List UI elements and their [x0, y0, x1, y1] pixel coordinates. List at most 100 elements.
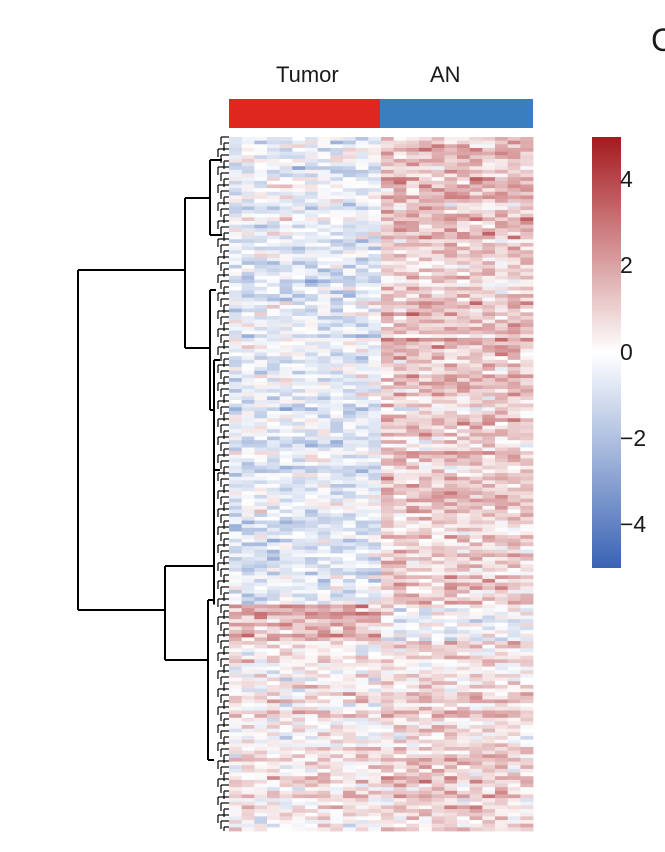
heatmap-cell [241, 652, 255, 657]
heatmap-cell [368, 429, 382, 434]
heatmap-cell [355, 655, 369, 660]
heatmap-cell [507, 221, 521, 226]
heatmap-cell [241, 527, 255, 532]
heatmap-cell [330, 257, 344, 262]
heatmap-cell [368, 367, 382, 372]
heatmap-cell [507, 484, 521, 489]
heatmap-cell [229, 546, 243, 551]
heatmap-cell [507, 776, 521, 781]
heatmap-cell [229, 140, 243, 145]
heatmap-cell [406, 750, 420, 755]
heatmap-cell [267, 399, 281, 405]
heatmap-cell [254, 721, 268, 726]
heatmap-cell [292, 283, 306, 288]
heatmap-cell [279, 721, 293, 726]
heatmap-cell [495, 410, 509, 415]
heatmap-cell [469, 480, 483, 485]
heatmap-cell [482, 396, 496, 401]
heatmap-cell [393, 546, 407, 551]
heatmap-cell [241, 611, 255, 616]
heatmap-cell [330, 195, 344, 200]
heatmap-cell [406, 630, 420, 635]
heatmap-cell [279, 765, 293, 770]
heatmap-cell [292, 714, 306, 719]
heatmap-cell [330, 684, 344, 689]
heatmap-cell [482, 250, 496, 255]
heatmap-cell [393, 659, 407, 664]
heatmap-cell [343, 341, 357, 346]
heatmap-cell [330, 662, 344, 668]
heatmap-cell [520, 494, 534, 500]
heatmap-cell [469, 538, 483, 543]
heatmap-cell [229, 177, 243, 182]
heatmap-cell [267, 188, 281, 193]
heatmap-cell [393, 699, 407, 704]
heatmap-cell [457, 334, 471, 339]
heatmap-cell [520, 670, 534, 675]
heatmap-cell [444, 648, 458, 653]
heatmap-cell [279, 527, 293, 532]
heatmap-cell [317, 725, 331, 730]
heatmap-cell [229, 166, 243, 171]
heatmap-cell [457, 772, 471, 777]
heatmap-cell [279, 378, 293, 383]
heatmap-cell [507, 473, 521, 478]
heatmap-cell [305, 557, 319, 562]
heatmap-cell [520, 484, 534, 489]
heatmap-cell [406, 363, 420, 368]
heatmap-cell [393, 823, 407, 828]
heatmap-cell [469, 549, 483, 554]
heatmap-cell [254, 703, 268, 708]
heatmap-cell [305, 246, 319, 251]
heatmap-cell [393, 228, 407, 233]
heatmap-cell [330, 732, 344, 737]
heatmap-cell [343, 356, 357, 361]
heatmap-cell [355, 429, 369, 434]
heatmap-cell [457, 286, 471, 291]
heatmap-cell [241, 502, 255, 507]
heatmap-cell [241, 505, 255, 510]
heatmap-cell [343, 761, 357, 766]
heatmap-cell [406, 812, 420, 817]
heatmap-cell [254, 622, 268, 627]
heatmap-cell [317, 447, 331, 452]
heatmap-cell [520, 184, 534, 189]
heatmap-cell [419, 531, 433, 536]
heatmap-cell [495, 272, 509, 277]
heatmap-cell [431, 750, 445, 755]
heatmap-cell [381, 586, 395, 591]
heatmap-cell [495, 772, 509, 777]
heatmap-cell [495, 305, 509, 310]
heatmap-cell [368, 158, 382, 163]
heatmap-cell [444, 659, 458, 664]
heatmap-cell [229, 147, 243, 153]
heatmap-cell [292, 549, 306, 554]
heatmap-cell [381, 520, 395, 525]
heatmap-cell [431, 801, 445, 806]
heatmap-cell [292, 195, 306, 200]
heatmap-cell [406, 505, 420, 510]
heatmap-cell [520, 695, 534, 700]
heatmap-cell [393, 513, 407, 518]
heatmap-cell [241, 662, 255, 668]
heatmap-cell [330, 272, 344, 277]
heatmap-cell [241, 242, 255, 247]
heatmap-cell [495, 462, 509, 467]
heatmap-cell [355, 560, 369, 565]
heatmap-cell [431, 454, 445, 459]
heatmap-cell [343, 334, 357, 339]
heatmap-cell [292, 454, 306, 459]
heatmap-cell [330, 264, 344, 269]
heatmap-cell [406, 188, 420, 193]
heatmap-cell [267, 779, 281, 784]
heatmap-cell [292, 684, 306, 689]
heatmap-cell [330, 692, 344, 697]
heatmap-cell [520, 699, 534, 704]
heatmap-cell [393, 710, 407, 715]
heatmap-cell [393, 283, 407, 288]
heatmap-cell [469, 166, 483, 171]
heatmap-cell [368, 239, 382, 244]
heatmap-cell [393, 443, 407, 448]
heatmap-cell [406, 264, 420, 269]
heatmap-cell [330, 279, 344, 284]
